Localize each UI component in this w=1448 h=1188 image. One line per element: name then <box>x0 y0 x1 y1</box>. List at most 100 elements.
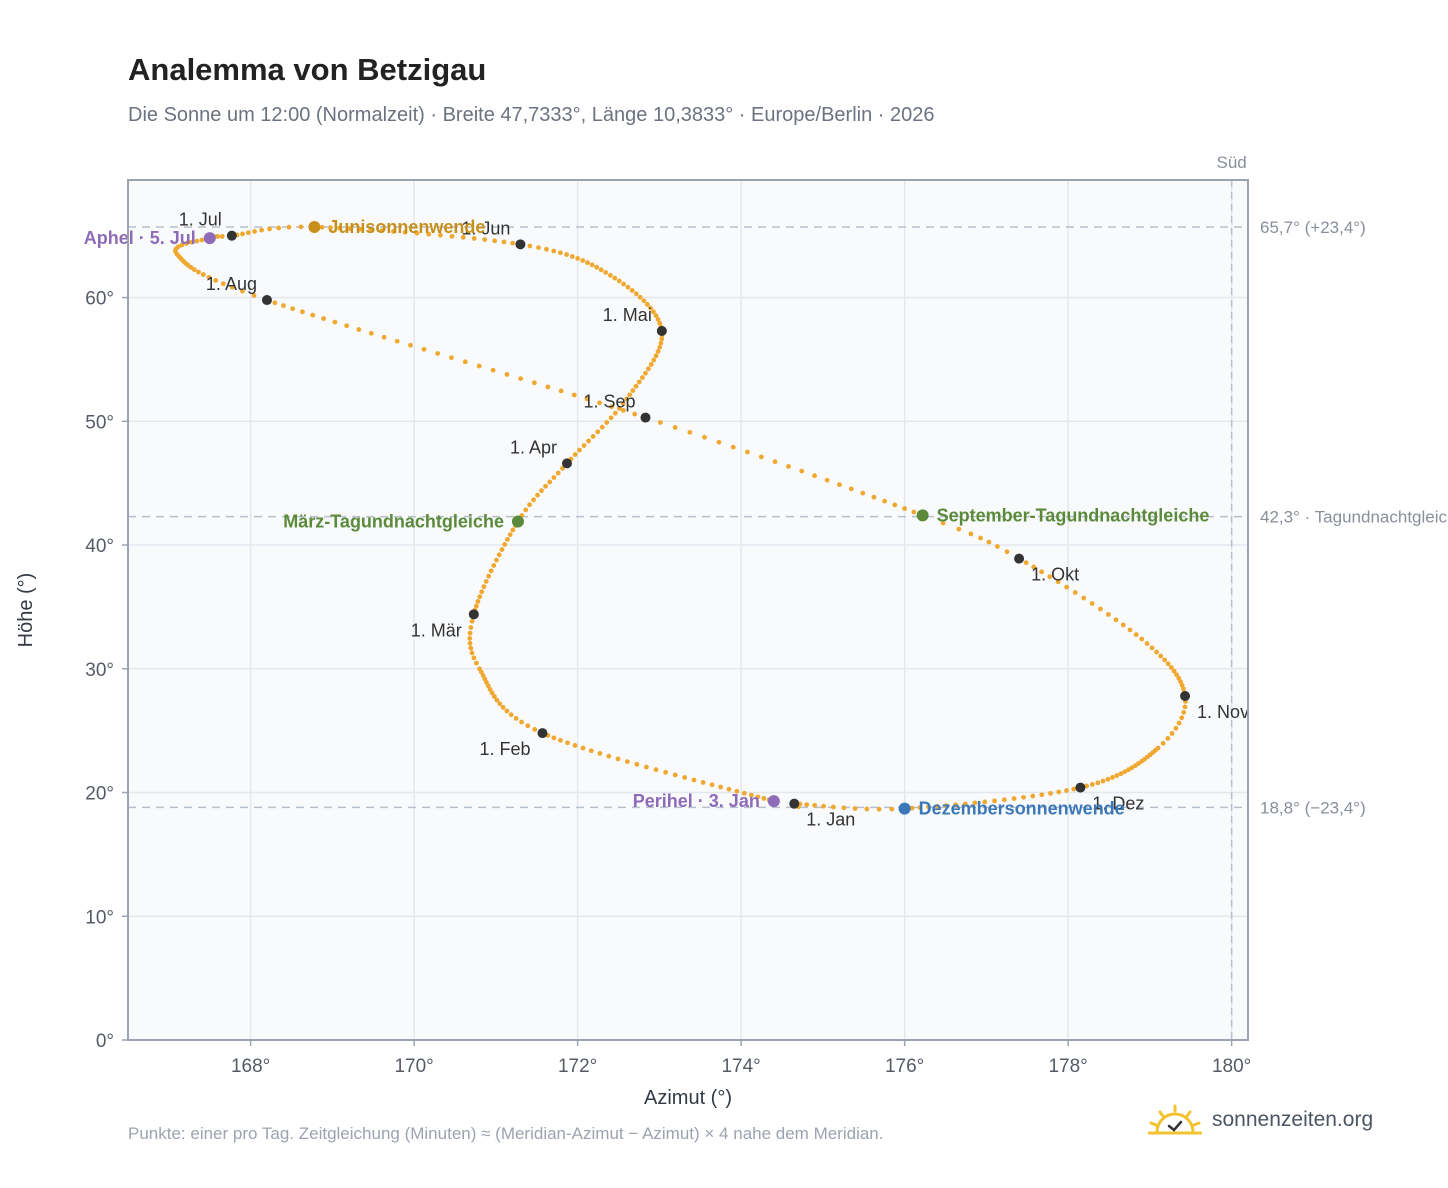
daily-sun-position-point <box>1160 740 1166 746</box>
daily-sun-position-point <box>469 618 475 624</box>
daily-sun-position-point <box>986 539 992 545</box>
daily-sun-position-point <box>492 238 498 244</box>
month-marker-label: 1. Feb <box>479 739 530 759</box>
daily-sun-position-point <box>648 305 653 311</box>
daily-sun-position-point <box>435 351 441 356</box>
daily-sun-position-point <box>718 784 724 790</box>
daily-sun-position-point <box>606 753 612 759</box>
daily-sun-position-point <box>1182 704 1188 710</box>
daily-sun-position-point <box>381 334 387 340</box>
daily-sun-position-point <box>1113 617 1119 623</box>
daily-sun-position-point <box>968 531 974 537</box>
daily-sun-position-point <box>848 486 854 492</box>
daily-sun-position-point <box>824 477 830 483</box>
daily-sun-position-point <box>494 557 499 563</box>
daily-sun-position-point <box>812 473 817 479</box>
daily-sun-position-point <box>1064 584 1070 590</box>
daily-sun-position-point <box>272 300 278 306</box>
event-marker <box>511 515 524 528</box>
daily-sun-position-point <box>1158 653 1164 659</box>
daily-sun-position-point <box>572 452 578 457</box>
y-tick-label: 20° <box>85 784 114 805</box>
daily-sun-position-point <box>184 241 189 246</box>
daily-sun-position-point <box>953 802 959 808</box>
daily-sun-position-point <box>468 645 474 651</box>
daily-sun-position-point <box>1181 709 1187 715</box>
month-marker <box>789 798 800 809</box>
daily-sun-position-point <box>994 544 1000 549</box>
daily-sun-position-point <box>468 625 474 630</box>
daily-sun-position-point <box>607 272 613 278</box>
daily-sun-position-point <box>1100 778 1106 784</box>
reference-line-label: 42,3° · Tagundnachtgleiche <box>1260 508 1448 527</box>
daily-sun-position-point <box>657 320 663 326</box>
daily-sun-position-point <box>615 756 621 762</box>
brand[interactable]: sonnenzeiten.org <box>1148 1104 1373 1136</box>
daily-sun-position-point <box>852 806 858 811</box>
meridian-label: Süd <box>1217 153 1247 172</box>
daily-sun-position-point <box>702 434 707 440</box>
daily-sun-position-point <box>612 275 618 281</box>
daily-sun-position-point <box>761 796 767 801</box>
daily-sun-position-point <box>402 229 408 235</box>
daily-sun-position-point <box>629 288 635 293</box>
daily-sun-position-point <box>188 265 194 270</box>
daily-sun-position-point <box>1095 780 1101 786</box>
daily-sun-position-point <box>510 527 516 533</box>
daily-sun-position-point <box>1129 765 1135 771</box>
daily-sun-position-point <box>391 229 396 234</box>
daily-sun-position-point <box>821 803 826 809</box>
daily-sun-position-point <box>616 406 622 411</box>
daily-sun-position-point <box>636 379 642 385</box>
daily-sun-position-point <box>1162 657 1168 663</box>
plot-area <box>128 180 1248 1040</box>
daily-sun-position-point <box>507 532 513 538</box>
daily-sun-position-point <box>612 410 618 416</box>
daily-sun-position-point <box>837 482 842 488</box>
daily-sun-position-point <box>300 309 305 315</box>
x-tick-label: 170° <box>394 1056 433 1077</box>
daily-sun-position-point <box>730 444 736 450</box>
daily-sun-position-point <box>473 603 479 609</box>
y-tick-label: 40° <box>85 536 114 557</box>
daily-sun-position-point <box>956 526 962 532</box>
daily-sun-position-point <box>588 748 594 754</box>
reference-line-label: 65,7° (+23,4°) <box>1260 218 1366 237</box>
daily-sun-position-point <box>651 309 656 315</box>
month-marker <box>1180 691 1191 701</box>
daily-sun-position-point <box>513 715 519 721</box>
daily-sun-position-point <box>482 237 488 242</box>
daily-sun-position-point <box>449 355 454 361</box>
daily-sun-position-point <box>630 388 636 394</box>
daily-sun-position-point <box>603 270 609 275</box>
daily-sun-position-point <box>219 234 225 239</box>
daily-sun-position-point <box>604 420 610 425</box>
event-label: Perihel · 3. Jan <box>633 791 760 811</box>
daily-sun-position-point <box>653 767 659 773</box>
daily-sun-position-point <box>523 507 529 513</box>
daily-sun-position-point <box>471 655 477 661</box>
daily-sun-position-point <box>1011 796 1017 801</box>
daily-sun-position-point <box>926 804 931 810</box>
daily-sun-position-point <box>460 234 466 240</box>
daily-sun-position-point <box>1165 736 1171 741</box>
event-label: Junisonnenwende <box>328 217 485 237</box>
daily-sun-position-point <box>1171 668 1177 674</box>
reference-line-label: 18,8° (−23,4°) <box>1260 798 1366 817</box>
daily-sun-position-point <box>368 227 374 233</box>
daily-sun-position-point <box>1133 632 1139 638</box>
daily-sun-position-point <box>943 803 949 809</box>
y-tick-label: 10° <box>85 907 114 928</box>
daily-sun-position-point <box>229 284 235 290</box>
daily-sun-position-point <box>634 761 640 767</box>
daily-sun-position-point <box>259 227 265 233</box>
daily-sun-position-point <box>267 226 272 232</box>
daily-sun-position-point <box>499 547 505 552</box>
daily-sun-position-point <box>1089 601 1095 606</box>
daily-sun-position-point <box>978 535 983 541</box>
daily-sun-position-point <box>1071 786 1077 792</box>
daily-sun-position-point <box>240 288 245 294</box>
x-tick-label: 174° <box>721 1056 760 1077</box>
daily-sun-position-point <box>1039 569 1045 575</box>
daily-sun-position-point <box>672 772 678 778</box>
